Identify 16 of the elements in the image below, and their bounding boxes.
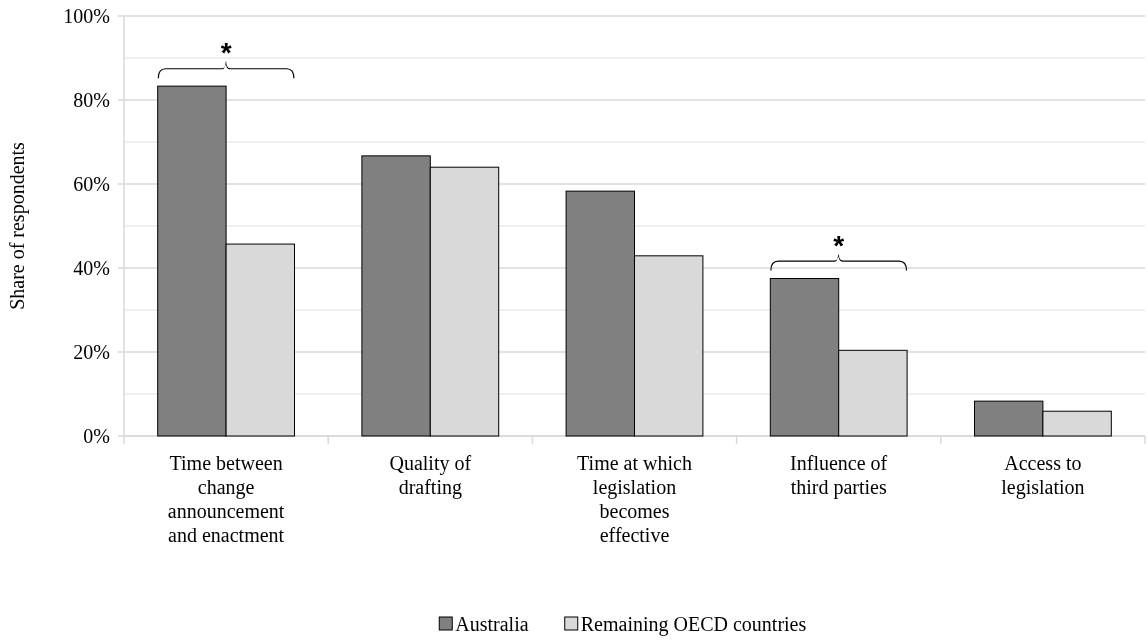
y-tick-label: 20%: [73, 341, 110, 363]
y-tick-label: 0%: [83, 425, 110, 447]
x-tick-label: Influence of third parties: [790, 452, 888, 499]
annotation: *: [833, 229, 845, 261]
y-tick-label: 80%: [73, 89, 110, 111]
legend-label: Australia: [455, 613, 529, 635]
y-tick-label: 60%: [73, 173, 110, 195]
y-axis-title: Share of respondents: [6, 141, 29, 310]
y-tick-label: 100%: [63, 5, 110, 27]
x-tick-label: Time at which legislation becomes effective: [577, 452, 692, 546]
annotation: *: [220, 37, 232, 69]
x-tick-label: Quality of drafting: [389, 452, 472, 499]
x-tick-label: Time between change announcement and enactment: [167, 452, 285, 546]
x-tick-label: Access to legislation: [1001, 452, 1085, 499]
legend-label: Remaining OECD countries: [580, 613, 807, 636]
y-tick-label: 40%: [73, 257, 110, 279]
